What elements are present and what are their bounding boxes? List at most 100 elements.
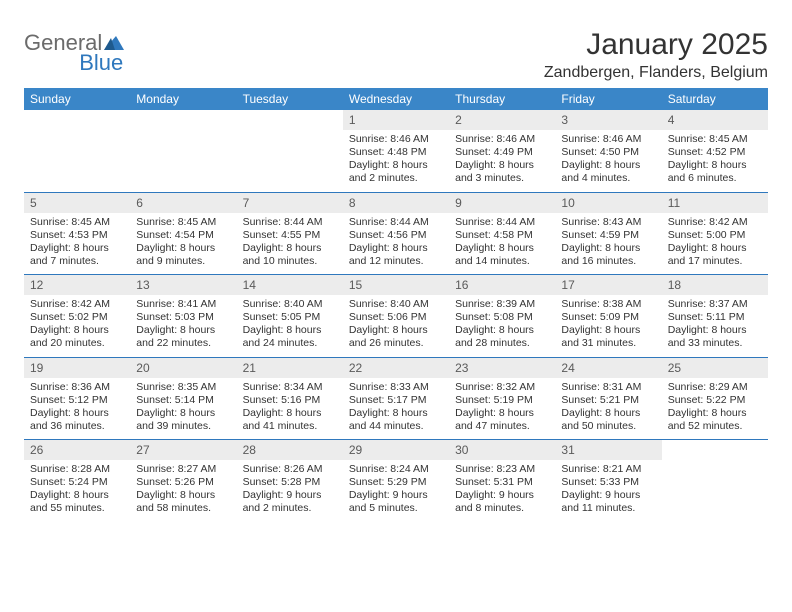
daylight-line: Daylight: 8 hours and 9 minutes. [136,242,230,268]
calendar-day: 1Sunrise: 8:46 AMSunset: 4:48 PMDaylight… [343,110,449,192]
sunrise-line: Sunrise: 8:40 AM [349,298,443,311]
sunrise-line: Sunrise: 8:32 AM [455,381,549,394]
weekday-header-row: SundayMondayTuesdayWednesdayThursdayFrid… [24,88,768,110]
sunrise-line: Sunrise: 8:46 AM [561,133,655,146]
day-details: Sunrise: 8:26 AMSunset: 5:28 PMDaylight:… [237,460,343,522]
day-number: 26 [24,440,130,460]
sunrise-line: Sunrise: 8:33 AM [349,381,443,394]
day-details: Sunrise: 8:39 AMSunset: 5:08 PMDaylight:… [449,295,555,357]
day-number: 20 [130,358,236,378]
day-number: 2 [449,110,555,130]
day-number: 8 [343,193,449,213]
sunset-line: Sunset: 4:54 PM [136,229,230,242]
day-number: 31 [555,440,661,460]
day-number: 24 [555,358,661,378]
day-number: 3 [555,110,661,130]
sunrise-line: Sunrise: 8:45 AM [136,216,230,229]
daylight-line: Daylight: 8 hours and 26 minutes. [349,324,443,350]
day-details: Sunrise: 8:35 AMSunset: 5:14 PMDaylight:… [130,378,236,440]
day-number: 7 [237,193,343,213]
sunset-line: Sunset: 5:21 PM [561,394,655,407]
day-details: Sunrise: 8:24 AMSunset: 5:29 PMDaylight:… [343,460,449,522]
calendar-day: 13Sunrise: 8:41 AMSunset: 5:03 PMDayligh… [130,275,236,357]
calendar-day: 20Sunrise: 8:35 AMSunset: 5:14 PMDayligh… [130,358,236,440]
calendar-day: 25Sunrise: 8:29 AMSunset: 5:22 PMDayligh… [662,358,768,440]
weekday-header: Tuesday [237,88,343,110]
day-number: 10 [555,193,661,213]
sunset-line: Sunset: 5:00 PM [668,229,762,242]
day-details: Sunrise: 8:34 AMSunset: 5:16 PMDaylight:… [237,378,343,440]
daylight-line: Daylight: 8 hours and 39 minutes. [136,407,230,433]
sunset-line: Sunset: 5:24 PM [30,476,124,489]
calendar-day: 6Sunrise: 8:45 AMSunset: 4:54 PMDaylight… [130,193,236,275]
sunrise-line: Sunrise: 8:42 AM [668,216,762,229]
day-details: Sunrise: 8:27 AMSunset: 5:26 PMDaylight:… [130,460,236,522]
daylight-line: Daylight: 8 hours and 33 minutes. [668,324,762,350]
day-details: Sunrise: 8:42 AMSunset: 5:00 PMDaylight:… [662,213,768,275]
sunset-line: Sunset: 5:12 PM [30,394,124,407]
day-number: 5 [24,193,130,213]
day-details: Sunrise: 8:46 AMSunset: 4:49 PMDaylight:… [449,130,555,192]
sunrise-line: Sunrise: 8:35 AM [136,381,230,394]
calendar-body: 1Sunrise: 8:46 AMSunset: 4:48 PMDaylight… [24,110,768,522]
weekday-header: Friday [555,88,661,110]
day-number: 13 [130,275,236,295]
daylight-line: Daylight: 8 hours and 52 minutes. [668,407,762,433]
sunset-line: Sunset: 5:16 PM [243,394,337,407]
sunset-line: Sunset: 5:29 PM [349,476,443,489]
day-number: 30 [449,440,555,460]
sunrise-line: Sunrise: 8:28 AM [30,463,124,476]
daylight-line: Daylight: 8 hours and 2 minutes. [349,159,443,185]
sunrise-line: Sunrise: 8:44 AM [349,216,443,229]
day-details: Sunrise: 8:21 AMSunset: 5:33 PMDaylight:… [555,460,661,522]
day-details: Sunrise: 8:29 AMSunset: 5:22 PMDaylight:… [662,378,768,440]
day-details: Sunrise: 8:45 AMSunset: 4:52 PMDaylight:… [662,130,768,192]
sunset-line: Sunset: 5:05 PM [243,311,337,324]
sunrise-line: Sunrise: 8:43 AM [561,216,655,229]
sunset-line: Sunset: 5:17 PM [349,394,443,407]
sunset-line: Sunset: 4:52 PM [668,146,762,159]
sunset-line: Sunset: 4:50 PM [561,146,655,159]
sunrise-line: Sunrise: 8:45 AM [30,216,124,229]
calendar-day-empty [662,440,768,522]
sunset-line: Sunset: 4:58 PM [455,229,549,242]
calendar-day-empty [237,110,343,192]
day-details: Sunrise: 8:40 AMSunset: 5:05 PMDaylight:… [237,295,343,357]
sunrise-line: Sunrise: 8:41 AM [136,298,230,311]
daylight-line: Daylight: 8 hours and 7 minutes. [30,242,124,268]
daylight-line: Daylight: 8 hours and 47 minutes. [455,407,549,433]
daylight-line: Daylight: 9 hours and 2 minutes. [243,489,337,515]
day-details: Sunrise: 8:38 AMSunset: 5:09 PMDaylight:… [555,295,661,357]
calendar-day: 15Sunrise: 8:40 AMSunset: 5:06 PMDayligh… [343,275,449,357]
day-number: 1 [343,110,449,130]
weekday-header: Wednesday [343,88,449,110]
sunset-line: Sunset: 5:11 PM [668,311,762,324]
day-details: Sunrise: 8:28 AMSunset: 5:24 PMDaylight:… [24,460,130,522]
day-number-empty [24,110,130,130]
day-number: 4 [662,110,768,130]
daylight-line: Daylight: 8 hours and 16 minutes. [561,242,655,268]
day-details: Sunrise: 8:41 AMSunset: 5:03 PMDaylight:… [130,295,236,357]
day-number: 22 [343,358,449,378]
calendar-day: 23Sunrise: 8:32 AMSunset: 5:19 PMDayligh… [449,358,555,440]
calendar: SundayMondayTuesdayWednesdayThursdayFrid… [24,88,768,522]
daylight-line: Daylight: 8 hours and 55 minutes. [30,489,124,515]
sunset-line: Sunset: 5:06 PM [349,311,443,324]
calendar-day: 3 Sunrise: 8:46 AMSunset: 4:50 PMDaylight… [555,110,661,192]
calendar-week: 12Sunrise: 8:42 AMSunset: 5:02 PMDayligh… [24,275,768,358]
sunrise-line: Sunrise: 8:27 AM [136,463,230,476]
calendar-day: 26Sunrise: 8:28 AMSunset: 5:24 PMDayligh… [24,440,130,522]
sunrise-line: Sunrise: 8:31 AM [561,381,655,394]
calendar-day: 4Sunrise: 8:45 AMSunset: 4:52 PMDaylight… [662,110,768,192]
sunrise-line: Sunrise: 8:39 AM [455,298,549,311]
calendar-day: 22Sunrise: 8:33 AMSunset: 5:17 PMDayligh… [343,358,449,440]
daylight-line: Daylight: 8 hours and 14 minutes. [455,242,549,268]
daylight-line: Daylight: 8 hours and 4 minutes. [561,159,655,185]
day-number-empty [130,110,236,130]
sunset-line: Sunset: 4:53 PM [30,229,124,242]
calendar-day: 16Sunrise: 8:39 AMSunset: 5:08 PMDayligh… [449,275,555,357]
calendar-day: 2Sunrise: 8:46 AMSunset: 4:49 PMDaylight… [449,110,555,192]
weekday-header: Thursday [449,88,555,110]
sunrise-line: Sunrise: 8:38 AM [561,298,655,311]
calendar-day: 7Sunrise: 8:44 AMSunset: 4:55 PMDaylight… [237,193,343,275]
